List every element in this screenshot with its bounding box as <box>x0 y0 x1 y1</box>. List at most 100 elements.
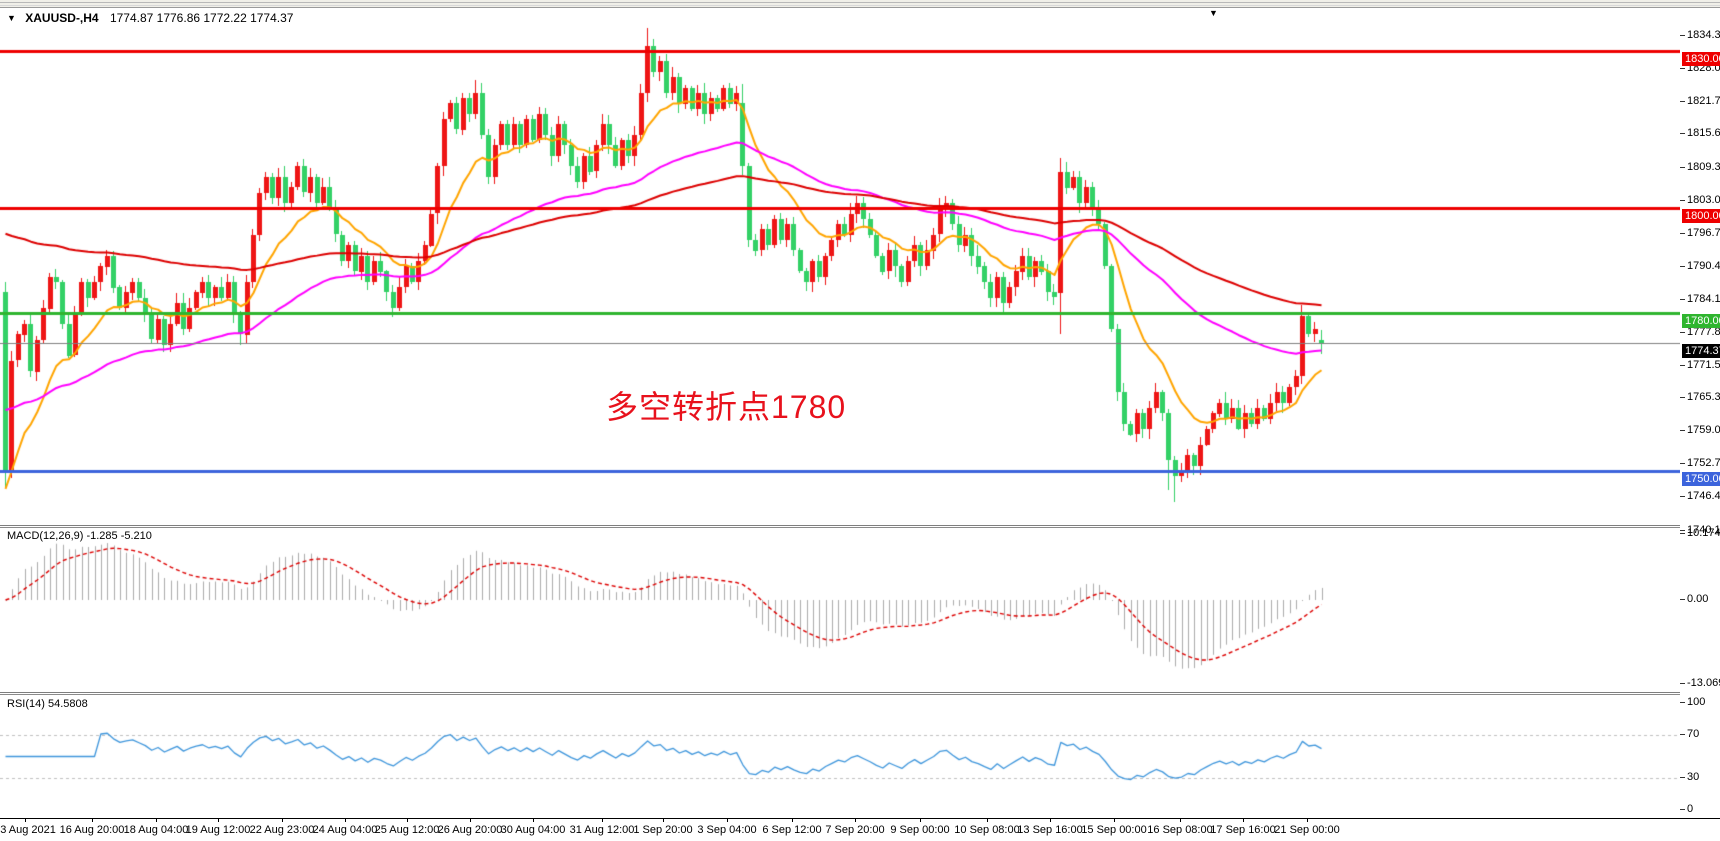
time-tick-label: 10 Sep 08:00 <box>954 824 1020 836</box>
rsi-tick-mark <box>1680 809 1685 810</box>
price-tick-label: 1834.35 <box>1687 29 1720 41</box>
window-top-edge <box>0 0 1720 8</box>
price-axis[interactable]: 1834.351828.051821.751815.601809.301803.… <box>1680 8 1720 818</box>
price-tick-mark <box>1680 529 1685 531</box>
price-tick-label: 1790.40 <box>1687 259 1720 272</box>
annotation-text: 多空转折点1780 <box>606 389 847 425</box>
hline-price-label: 1830.00 <box>1682 51 1720 66</box>
rsi-tick-mark <box>1680 776 1685 778</box>
rsi-pane-canvas[interactable] <box>0 695 1680 818</box>
macd-pane-canvas[interactable] <box>0 528 1680 693</box>
price-tick-mark <box>1680 166 1685 168</box>
price-tick-label: 1821.75 <box>1687 95 1720 108</box>
price-tick-mark <box>1680 298 1685 300</box>
price-tick-label: 1771.50 <box>1687 358 1720 371</box>
price-tick-mark <box>1680 35 1685 36</box>
price-tick-mark <box>1680 101 1685 103</box>
time-tick-mark <box>1180 819 1181 822</box>
price-tick-mark <box>1680 199 1685 201</box>
time-tick-label: 31 Aug 12:00 <box>569 824 635 836</box>
time-tick-label: 1 Sep 20:00 <box>633 824 693 836</box>
time-tick-mark <box>855 819 856 822</box>
price-tick-mark <box>1680 430 1685 432</box>
time-tick-mark <box>282 819 283 822</box>
time-tick-label: 18 Aug 04:00 <box>123 824 189 836</box>
hline-price-label: 1800.00 <box>1682 209 1720 224</box>
time-tick-mark <box>920 819 921 822</box>
price-tick-label: 1759.05 <box>1687 424 1720 437</box>
symbol-timeframe-label: XAUUSD-,H4 <box>25 11 99 25</box>
time-tick-mark <box>407 819 408 822</box>
ohlc-values: 1774.87 1776.86 1772.22 1774.37 <box>109 11 294 25</box>
time-tick-label: 26 Aug 20:00 <box>437 824 503 836</box>
time-tick-mark <box>602 819 603 822</box>
rsi-indicator-label: RSI(14) 54.5808 <box>7 698 88 710</box>
price-tick-mark <box>1680 265 1685 267</box>
time-tick-mark <box>345 819 346 822</box>
chart-shift-marker-icon[interactable]: ▼ <box>1209 8 1218 18</box>
price-tick-label: 1740.15 <box>1687 523 1720 536</box>
price-tick-label: 1815.60 <box>1687 127 1720 140</box>
price-tick-mark <box>1680 364 1685 366</box>
time-tick-label: 16 Sep 08:00 <box>1147 824 1213 836</box>
time-tick-mark <box>663 819 664 822</box>
time-tick-label: 19 Aug 12:00 <box>185 824 251 836</box>
hline-price-label: 1780.00 <box>1682 314 1720 329</box>
time-tick-label: 30 Aug 04:00 <box>500 824 566 836</box>
rsi-tick-label: 0 <box>1687 803 1694 815</box>
price-tick-label: 1752.75 <box>1687 457 1720 470</box>
price-tick-mark <box>1680 463 1685 465</box>
price-tick-mark <box>1680 232 1685 234</box>
current-price-label: 1774.37 <box>1682 343 1720 358</box>
rsi-tick-label: 70 <box>1687 728 1700 741</box>
time-tick-label: 21 Sep 00:00 <box>1274 824 1340 836</box>
time-tick-label: 25 Aug 12:00 <box>374 824 440 836</box>
time-tick-mark <box>470 819 471 822</box>
symbol-dropdown-icon[interactable]: ▼ <box>7 13 16 23</box>
time-tick-label: 7 Sep 20:00 <box>825 824 885 836</box>
rsi-tick-mark <box>1680 702 1685 703</box>
price-tick-mark <box>1680 133 1685 135</box>
price-tick-label: 1796.70 <box>1687 226 1720 239</box>
time-tick-mark <box>533 819 534 822</box>
pane-separator[interactable] <box>0 525 1720 528</box>
time-tick-mark <box>792 819 793 822</box>
time-tick-mark <box>156 819 157 822</box>
macd-tick-label: -13.069 <box>1687 677 1720 690</box>
price-tick-label: 1803.00 <box>1687 193 1720 206</box>
time-tick-mark <box>1243 819 1244 822</box>
rsi-tick-mark <box>1680 734 1685 736</box>
rsi-tick-label: 100 <box>1687 696 1706 708</box>
time-axis[interactable]: 13 Aug 2021 16 Aug 20:00 18 Aug 04:00 19 Au… <box>0 818 1720 841</box>
price-tick-label: 1809.30 <box>1687 160 1720 173</box>
time-tick-label: 24 Aug 04:00 <box>312 824 378 836</box>
macd-tick-label: 10.174 <box>1687 527 1720 540</box>
macd-tick-label: 0.00 <box>1687 593 1709 605</box>
pane-separator[interactable] <box>0 692 1720 695</box>
price-tick-label: 1765.35 <box>1687 391 1720 404</box>
time-tick-label: 17 Sep 16:00 <box>1210 824 1276 836</box>
hline-price-label: 1750.00 <box>1682 471 1720 486</box>
price-tick-mark <box>1680 397 1685 399</box>
time-tick-mark <box>218 819 219 822</box>
time-tick-mark <box>92 819 93 822</box>
time-tick-label: 6 Sep 12:00 <box>762 824 822 836</box>
price-tick-label: 1784.10 <box>1687 292 1720 305</box>
chart-title: ▼ XAUUSD-,H4 1774.87 1776.86 1772.22 177… <box>7 11 293 25</box>
time-tick-label: 13 Aug 2021 <box>0 824 56 836</box>
price-tick-label: 1777.80 <box>1687 325 1720 338</box>
price-tick-label: 1746.45 <box>1687 490 1720 503</box>
time-tick-mark <box>1050 819 1051 822</box>
time-tick-mark <box>1307 819 1308 822</box>
rsi-tick-label: 30 <box>1687 770 1700 783</box>
price-pane-canvas[interactable] <box>0 8 1680 526</box>
macd-tick-mark <box>1680 683 1685 685</box>
time-tick-mark <box>727 819 728 822</box>
price-tick-mark <box>1680 331 1685 333</box>
price-tick-mark <box>1680 496 1685 498</box>
time-tick-mark <box>25 819 26 822</box>
time-tick-label: 13 Sep 16:00 <box>1017 824 1083 836</box>
time-tick-label: 9 Sep 00:00 <box>890 824 950 836</box>
macd-tick-mark <box>1680 533 1685 535</box>
